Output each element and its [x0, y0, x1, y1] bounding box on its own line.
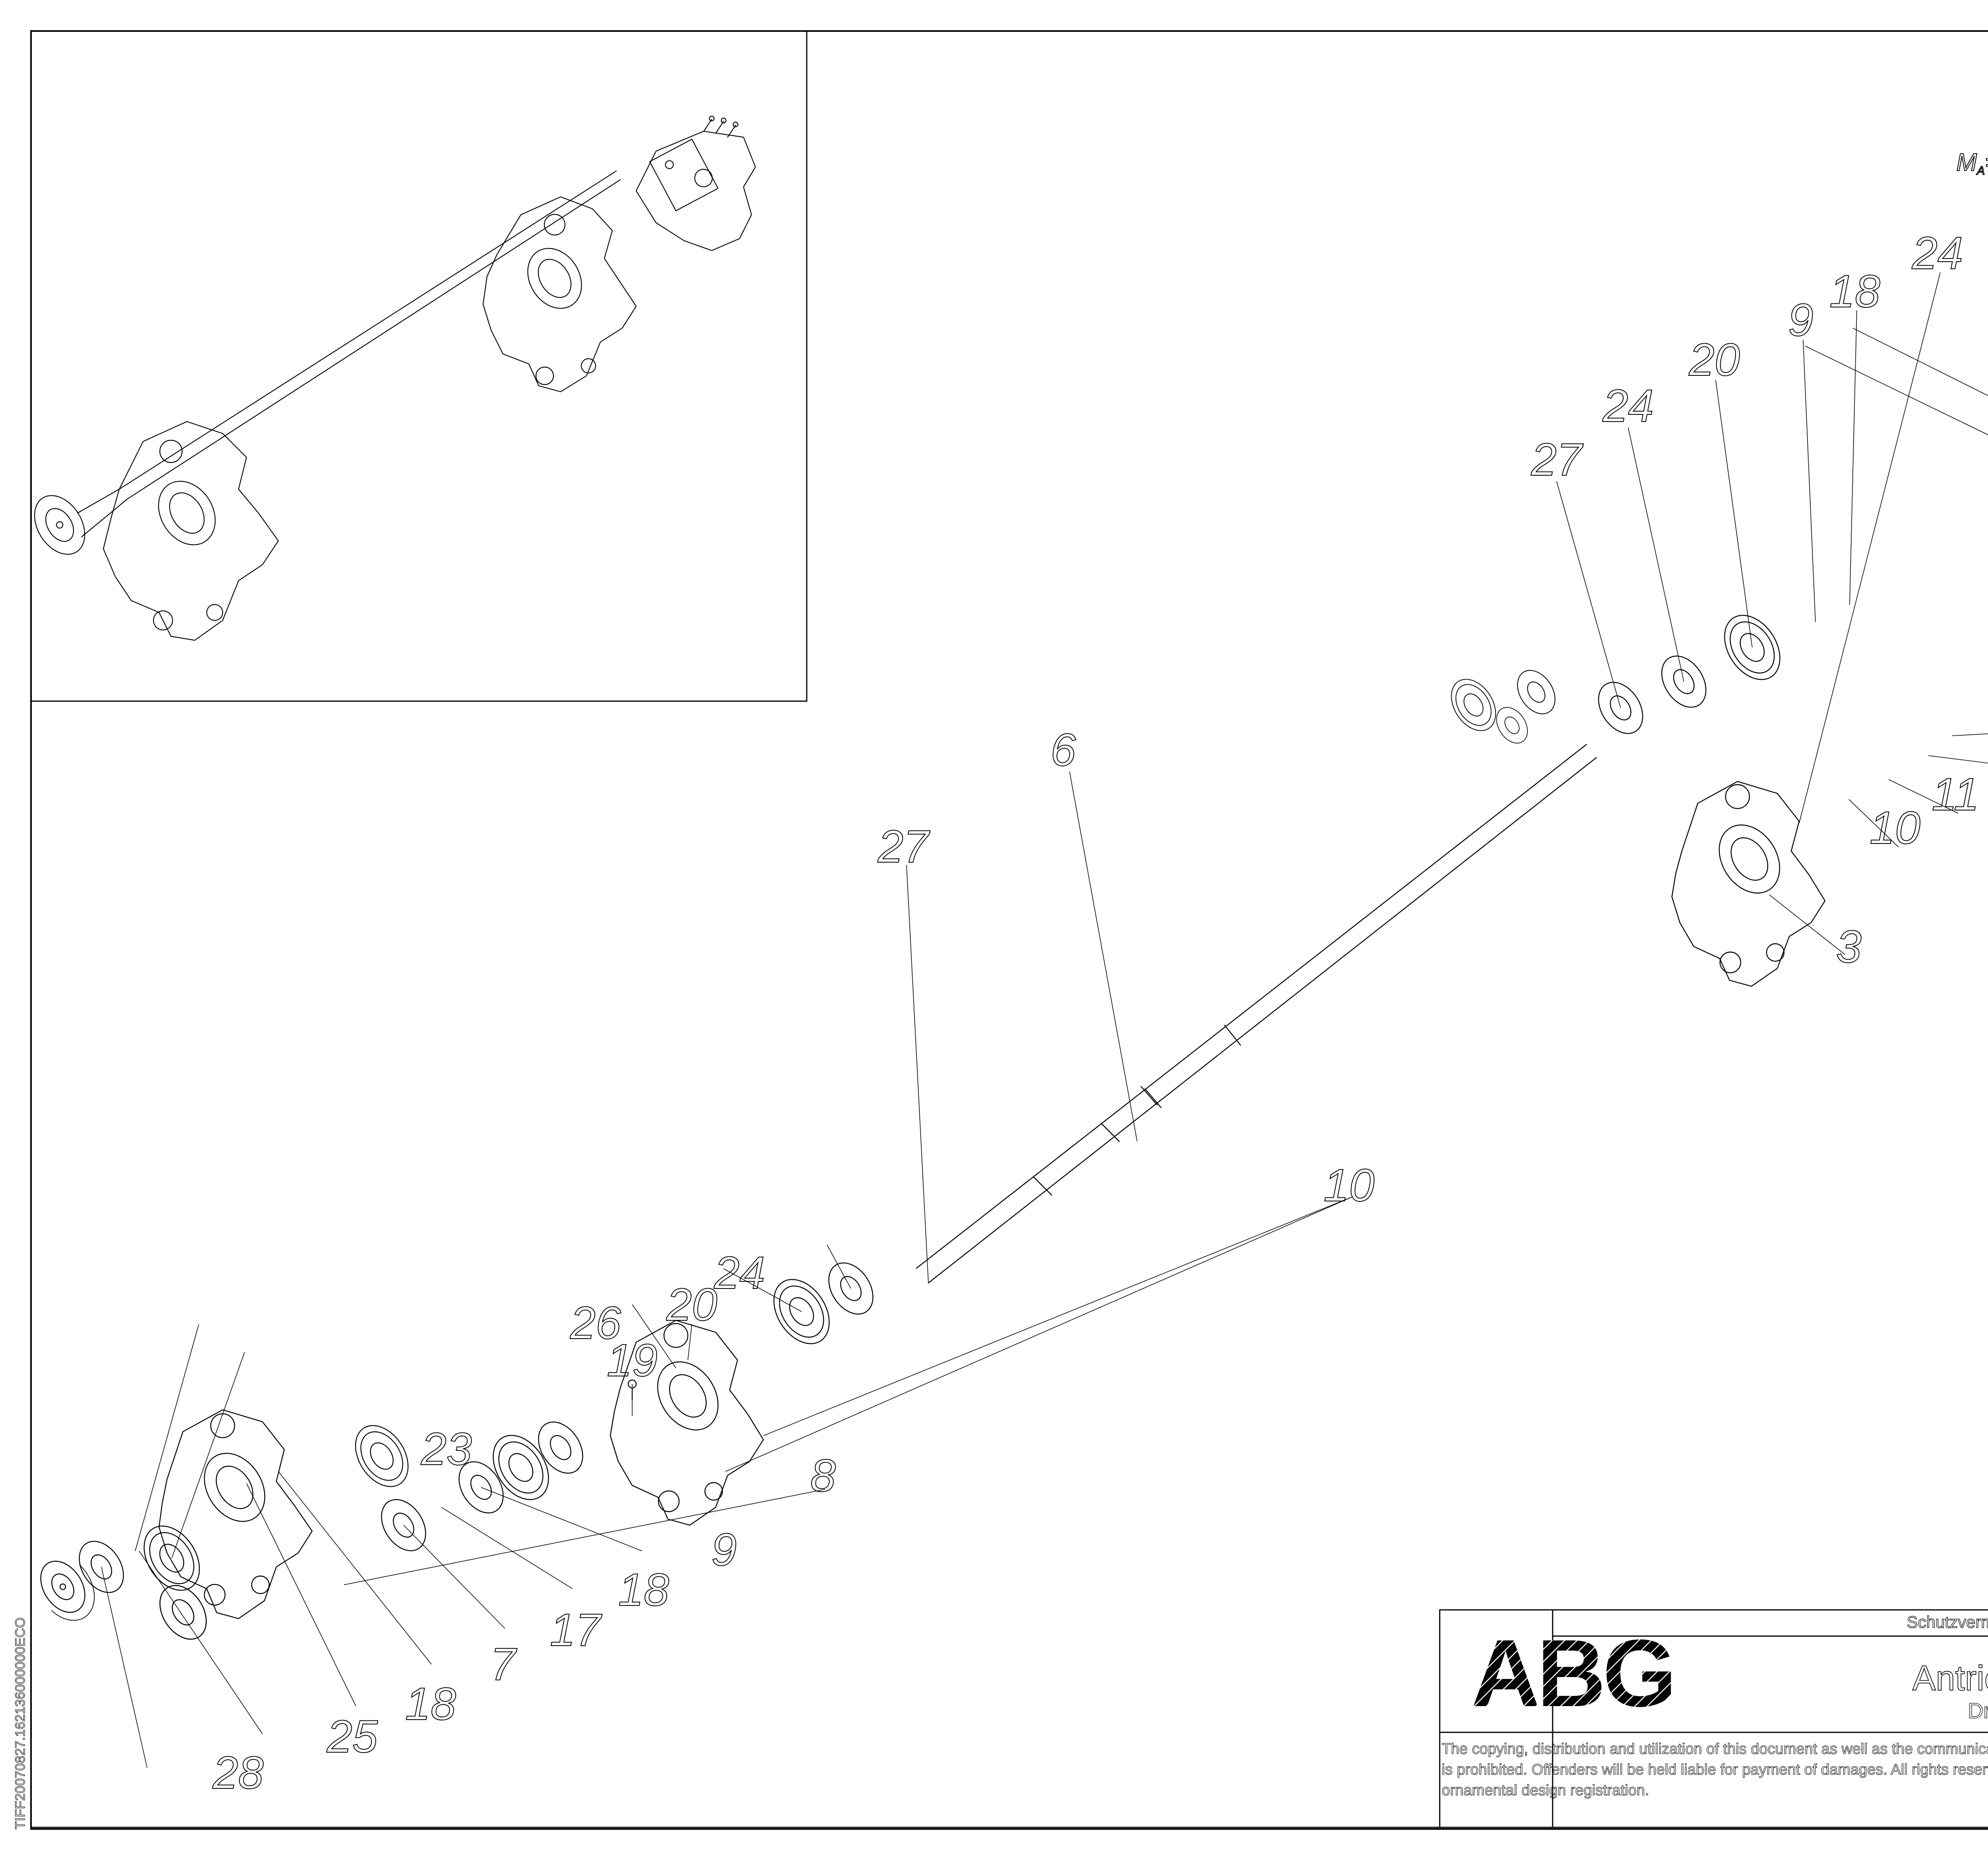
svg-text:10: 10 — [1870, 803, 1920, 853]
svg-text:8: 8 — [810, 1450, 836, 1501]
svg-text:18: 18 — [405, 1679, 456, 1730]
svg-text:27: 27 — [1531, 434, 1584, 485]
svg-text:18: 18 — [1829, 266, 1880, 317]
svg-text:24: 24 — [1602, 381, 1654, 431]
svg-text:3: 3 — [1836, 921, 1862, 972]
svg-text:6: 6 — [1050, 725, 1076, 775]
svg-text:19: 19 — [607, 1335, 658, 1386]
svg-text:10: 10 — [1324, 1160, 1375, 1211]
svg-text:9: 9 — [1788, 295, 1813, 346]
svg-text:28: 28 — [212, 1747, 264, 1798]
svg-text:20: 20 — [1689, 334, 1740, 385]
svg-text:Schutzvermerk ISO 16016 beacht: Schutzvermerk ISO 16016 beachten. — [1907, 1613, 1988, 1631]
svg-text:ornamental design registration: ornamental design registration. — [1442, 1782, 1649, 1799]
svg-text:MA=71Nm: MA=71Nm — [1956, 149, 1988, 177]
svg-text:is prohibited. Offenders will: is prohibited. Offenders will be held li… — [1442, 1761, 1988, 1778]
svg-text:7: 7 — [490, 1639, 517, 1690]
svg-text:24: 24 — [1912, 228, 1963, 279]
svg-text:24: 24 — [714, 1248, 765, 1298]
svg-text:20: 20 — [666, 1279, 717, 1330]
svg-text:25: 25 — [326, 1711, 378, 1762]
svg-text:17: 17 — [550, 1605, 602, 1656]
svg-text:9: 9 — [711, 1524, 737, 1575]
svg-text:Antriebswelle LH: Antriebswelle LH — [1912, 1658, 1988, 1698]
svg-text:The copying, distribution and: The copying, distribution and utilizatio… — [1442, 1741, 1988, 1757]
svg-text:11: 11 — [1932, 769, 1979, 820]
svg-text:23: 23 — [421, 1424, 472, 1475]
svg-text:18: 18 — [618, 1565, 669, 1615]
svg-text:27: 27 — [878, 821, 930, 872]
svg-text:TIFF20070827.162136000000ECO: TIFF20070827.162136000000ECO — [13, 1617, 28, 1829]
svg-text:ABG: ABG — [1471, 1620, 1673, 1726]
svg-text:Drive Shaft L.H.: Drive Shaft L.H. — [1968, 1699, 1988, 1723]
